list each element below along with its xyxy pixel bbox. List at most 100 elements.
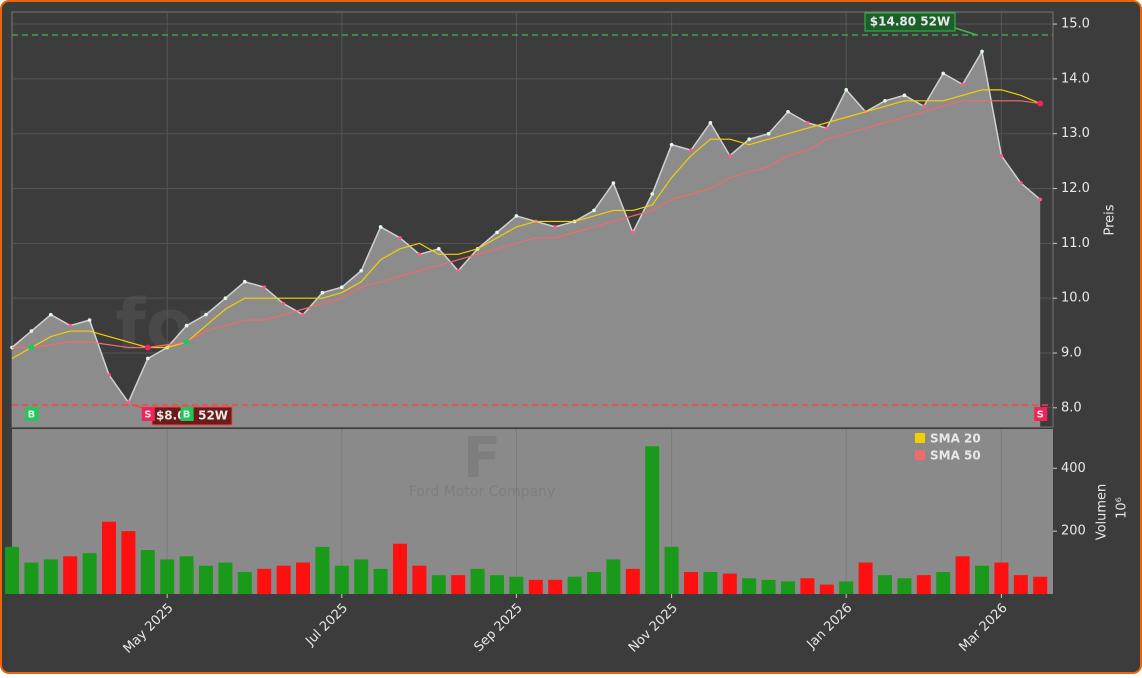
volume-bar <box>5 546 19 594</box>
price-point <box>728 153 732 158</box>
signal-box <box>25 407 39 421</box>
volume-bar <box>761 579 776 594</box>
price-point <box>320 290 325 295</box>
price-point <box>456 268 461 273</box>
price-point <box>437 247 441 251</box>
volume-bar <box>82 553 97 594</box>
y-tick-label: 12.0 <box>1061 181 1090 196</box>
price-point <box>902 93 907 98</box>
volume-bar <box>916 575 931 594</box>
volume-bar <box>218 562 233 594</box>
price-point <box>805 120 810 125</box>
price-point <box>1038 197 1042 202</box>
price-point <box>495 230 499 235</box>
price-point <box>49 312 53 317</box>
high-label: $14.80 52W <box>870 15 950 29</box>
price-point <box>747 137 751 141</box>
price-point <box>262 285 267 290</box>
volume-bar <box>975 565 989 594</box>
price-point <box>553 225 557 229</box>
price-point <box>980 49 984 54</box>
y-axis-label: Preis <box>1103 204 1118 235</box>
volume-bar <box>490 575 504 594</box>
volume-bar <box>179 556 194 594</box>
volume-bar <box>43 559 58 594</box>
volume-bar <box>897 578 912 594</box>
volume-bar <box>819 584 834 594</box>
price-point <box>766 131 771 136</box>
price-area <box>12 51 1041 428</box>
volume-bar <box>199 565 213 594</box>
price-point <box>825 126 829 131</box>
volume-bar <box>470 568 485 594</box>
y-tick-label: 10.0 <box>1061 291 1090 306</box>
price-point <box>592 208 596 213</box>
volume-bar <box>160 559 175 594</box>
signal-dot <box>28 344 35 351</box>
volume-bar <box>393 543 407 594</box>
volume-bar <box>722 573 737 594</box>
price-point <box>960 82 965 87</box>
volume-bar <box>257 568 272 594</box>
price-point <box>378 225 383 229</box>
volume-bar <box>237 572 252 594</box>
y-tick-label: 11.0 <box>1061 236 1090 251</box>
arrow <box>954 27 978 36</box>
signal-box <box>1034 407 1048 421</box>
volume-bar <box>878 575 892 594</box>
price-point <box>922 104 926 109</box>
signal-label: S <box>144 410 151 421</box>
volume-bar <box>567 576 582 594</box>
price-point <box>631 230 635 235</box>
signal-box <box>141 407 155 421</box>
legend-swatch <box>915 450 925 460</box>
signal-label: B <box>28 410 36 421</box>
price-point <box>301 312 305 317</box>
signal-label: B <box>183 410 191 421</box>
price-point <box>844 88 848 92</box>
price-point <box>243 279 247 284</box>
price-point <box>786 109 790 114</box>
volume-bar <box>606 559 621 594</box>
price-point <box>340 285 344 290</box>
volume-bar <box>703 572 718 594</box>
price-point <box>999 153 1004 158</box>
volume-bar <box>102 521 116 594</box>
signal-dot <box>144 344 151 351</box>
volume-bar <box>412 565 427 594</box>
price-point <box>514 214 519 218</box>
y-tick-label: 13.0 <box>1061 126 1090 141</box>
volume-bar <box>1033 576 1048 594</box>
price-point <box>941 71 945 76</box>
volume-bar <box>625 568 640 594</box>
ticker-watermark: F <box>463 426 501 491</box>
price-point <box>204 312 208 317</box>
y-tick-label: 15.0 <box>1061 17 1090 32</box>
price-point <box>611 181 616 185</box>
signal-box <box>180 407 194 421</box>
price-point <box>223 296 228 300</box>
volume-bar <box>742 578 757 594</box>
sma-line <box>12 100 1041 349</box>
y-tick-label: 14.0 <box>1061 71 1090 86</box>
volume-bar <box>587 572 601 594</box>
price-point <box>29 329 34 333</box>
volume-bar <box>781 581 795 594</box>
y2-axis-label: Volumen <box>1095 484 1110 541</box>
volume-bar <box>63 556 78 594</box>
volume-bar <box>800 578 815 594</box>
volume-bar <box>121 531 136 594</box>
price-point <box>107 373 111 377</box>
volume-bar <box>315 546 330 594</box>
legend-swatch <box>915 433 925 443</box>
price-point <box>68 323 72 328</box>
price-point <box>359 268 364 273</box>
signal-dot <box>1037 100 1044 107</box>
company-watermark: Ford Motor Company <box>409 484 555 500</box>
volume-bar <box>296 562 310 594</box>
volume-bar <box>839 581 854 594</box>
volume-bar <box>548 579 563 594</box>
price-point <box>417 252 422 257</box>
volume-bar <box>140 550 155 594</box>
volume-bar <box>509 576 524 594</box>
